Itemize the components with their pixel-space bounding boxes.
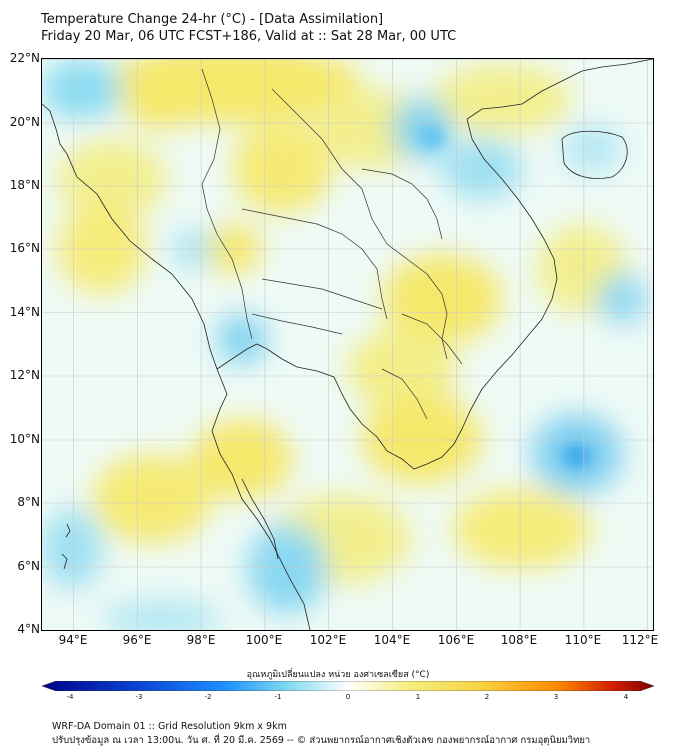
footer: WRF-DA Domain 01 :: Grid Resolution 9km … xyxy=(52,720,590,748)
lon-label-108e: 108°E xyxy=(500,633,538,647)
lon-label-94e: 94°E xyxy=(58,633,88,647)
lon-label-112e: 112°E xyxy=(621,633,659,647)
footer-update-credit: ปรับปรุงข้อมูล ณ เวลา 13:00น. วัน ศ. ที่… xyxy=(52,735,591,746)
footer-model-info: WRF-DA Domain 01 :: Grid Resolution 9km … xyxy=(52,721,287,732)
colorbar-tick-4: 4 xyxy=(623,693,629,701)
title-line-1: Temperature Change 24-hr (°C) - [Data As… xyxy=(41,12,384,27)
lat-label-10n: 10°N xyxy=(9,432,40,446)
admin-borders xyxy=(201,68,463,420)
lat-label-4n: 4°N xyxy=(17,622,40,636)
coastlines xyxy=(42,59,653,630)
lat-label-8n: 8°N xyxy=(17,495,40,509)
lon-label-102e: 102°E xyxy=(309,633,347,647)
lon-label-100e: 100°E xyxy=(245,633,283,647)
lat-label-18n: 18°N xyxy=(9,178,40,192)
chart-title: Temperature Change 24-hr (°C) - [Data As… xyxy=(41,11,456,45)
colorbar-tick-neg4: -4 xyxy=(66,693,74,701)
lon-label-106e: 106°E xyxy=(437,633,475,647)
lat-label-22n: 22°N xyxy=(9,51,40,65)
colorbar-tick-neg3: -3 xyxy=(135,693,143,701)
colorbar-tick-neg2: -2 xyxy=(204,693,212,701)
lon-label-98e: 98°E xyxy=(186,633,216,647)
lat-label-14n: 14°N xyxy=(9,305,40,319)
graticule xyxy=(42,59,653,630)
lon-label-96e: 96°E xyxy=(122,633,152,647)
lat-label-6n: 6°N xyxy=(17,559,40,573)
temperature-field xyxy=(42,59,647,630)
colorbar-tick-2: 2 xyxy=(484,693,490,701)
colorbar-tick-0: 0 xyxy=(345,693,351,701)
colorbar xyxy=(42,681,654,691)
colorbar-tick-3: 3 xyxy=(553,693,559,701)
lat-label-16n: 16°N xyxy=(9,241,40,255)
colorbar-title: อุณหภูมิเปลี่ยนแปลง หน่วย องศาเซลเซียส (… xyxy=(246,670,430,680)
lat-label-20n: 20°N xyxy=(9,115,40,129)
colorbar-tick-neg1: -1 xyxy=(274,693,282,701)
lon-label-110e: 110°E xyxy=(564,633,602,647)
title-line-2: Friday 20 Mar, 06 UTC FCST+186, Valid at… xyxy=(41,29,457,44)
colorbar-tick-1: 1 xyxy=(415,693,421,701)
lat-label-12n: 12°N xyxy=(9,368,40,382)
lon-label-104e: 104°E xyxy=(373,633,411,647)
temperature-change-map[interactable] xyxy=(41,58,654,631)
